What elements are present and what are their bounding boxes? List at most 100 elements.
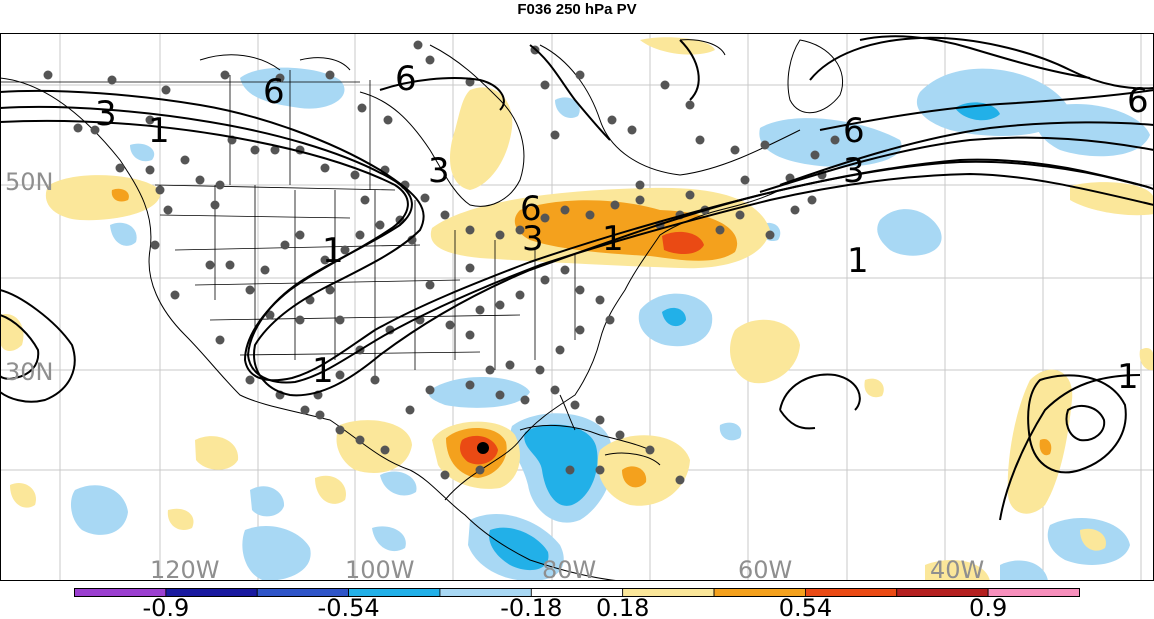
station-dot <box>570 400 580 410</box>
station-dot <box>385 325 395 335</box>
station-dot <box>150 240 160 250</box>
lon-label-100w: 100W <box>345 556 415 584</box>
contour-label: 6 <box>395 59 417 99</box>
station-dot <box>475 465 485 475</box>
blue-blob-pacific-2 <box>70 485 128 535</box>
station-dot <box>245 375 255 385</box>
orange-blob-cuba-east <box>622 466 647 488</box>
colorbar-tick-label: -0.9 <box>142 594 189 619</box>
yellow-blob-pacific-nw-inner <box>111 188 129 202</box>
blue-blob-pacific-1 <box>242 526 311 581</box>
colorbar-tick-label: 0.9 <box>969 594 1007 619</box>
station-dot <box>515 225 525 235</box>
station-dot <box>360 195 370 205</box>
station-dot <box>605 315 615 325</box>
blue-blob-mid-atlantic <box>877 209 942 256</box>
blue-blob-hudson <box>240 67 345 109</box>
yellow-blob-mexico-west <box>195 436 239 470</box>
yellow-blob-pacific-sw-2 <box>315 475 346 504</box>
station-dot <box>627 125 637 135</box>
station-dot <box>355 230 365 240</box>
station-dot <box>225 260 235 270</box>
contour-labels: 6 3 1 6 3 1 6 6 3 1 3 1 1 1 6 <box>95 59 1149 397</box>
colorbar-tick-label: -0.54 <box>318 594 380 619</box>
station-dot <box>73 123 83 133</box>
station-dot <box>465 330 475 340</box>
station-dot <box>407 235 417 245</box>
contour-label: 3 <box>95 94 117 134</box>
yellow-blob-pacific-sw-5 <box>1080 528 1106 551</box>
station-dot <box>565 465 575 475</box>
station-dot <box>215 180 225 190</box>
red-blob-northeast <box>662 231 704 255</box>
station-dot <box>615 430 625 440</box>
station-dot <box>740 175 750 185</box>
contour-label: 1 <box>602 219 624 259</box>
station-dot <box>335 370 345 380</box>
blue-blob-caribbean-core <box>524 424 598 506</box>
lat-label-30n: 30N <box>5 358 54 386</box>
contour-pv-3 <box>0 105 1154 384</box>
blue-blob-small-5 <box>555 97 580 119</box>
axis-labels: 50N 30N 120W 100W 80W 60W 40W <box>5 168 984 584</box>
station-dot <box>830 135 840 145</box>
station-dot <box>575 285 585 295</box>
station-dot <box>357 103 367 113</box>
yellow-blob-hudson <box>450 87 513 190</box>
contour-pv-north-2 <box>859 35 1091 79</box>
station-dot <box>295 230 305 240</box>
contour-pv-1 <box>0 89 1154 397</box>
station-dot <box>445 320 455 330</box>
station-dot <box>405 405 415 415</box>
station-dot <box>555 345 565 355</box>
station-dot <box>760 140 770 150</box>
contour-pv-atlantic-arc <box>999 374 1141 521</box>
station-dot <box>375 220 385 230</box>
lon-label-80w: 80W <box>542 556 596 584</box>
station-dot <box>607 115 617 125</box>
station-dot <box>475 305 485 315</box>
station-dot <box>765 230 775 240</box>
station-dot <box>635 180 645 190</box>
station-dot <box>420 193 430 203</box>
contour-label: 1 <box>148 111 170 151</box>
map-title: F036 250 hPa PV <box>517 1 637 18</box>
contour-pv-east-3 <box>779 121 1154 186</box>
map-plot-area: 6 3 1 6 3 1 6 6 3 1 3 1 1 1 6 50N 30N 12… <box>0 33 1154 584</box>
contour-label: 3 <box>428 151 450 191</box>
station-dot <box>635 195 645 205</box>
contour-label: 3 <box>522 219 544 259</box>
station-dot <box>145 165 155 175</box>
blue-blob-greenland <box>759 118 902 167</box>
station-dot <box>595 465 605 475</box>
station-dot <box>260 265 270 275</box>
station-dot <box>425 280 435 290</box>
station-dot <box>495 390 505 400</box>
station-dot <box>325 70 335 80</box>
lon-label-60w: 60W <box>738 556 792 584</box>
blue-blob-small-1 <box>719 422 742 441</box>
yellow-blob-labrador <box>640 37 715 55</box>
yellow-blob-pacific-sw-1 <box>10 482 36 508</box>
blue-blob-pacific-3 <box>250 486 285 517</box>
station-dot <box>280 240 290 250</box>
contour-label: 1 <box>322 231 344 271</box>
blue-blob-central-america-core <box>489 527 549 571</box>
station-dot <box>215 335 225 345</box>
station-dot <box>575 325 585 335</box>
lat-label-50n: 50N <box>5 168 54 196</box>
blue-blob-west <box>110 222 137 246</box>
contour-pv-mid-atlantic-2 <box>779 409 816 430</box>
station-dot <box>575 70 585 80</box>
station-dot <box>465 225 475 235</box>
station-dot <box>145 115 155 125</box>
contour-label: 3 <box>843 151 865 191</box>
contour-label: 1 <box>847 241 869 281</box>
station-dot <box>335 425 345 435</box>
station-dot <box>810 150 820 160</box>
station-dot <box>380 445 390 455</box>
contour-pv-north <box>809 36 1154 90</box>
station-dot <box>340 245 350 255</box>
station-dot <box>107 75 117 85</box>
contour-pv-hudson <box>379 77 505 111</box>
